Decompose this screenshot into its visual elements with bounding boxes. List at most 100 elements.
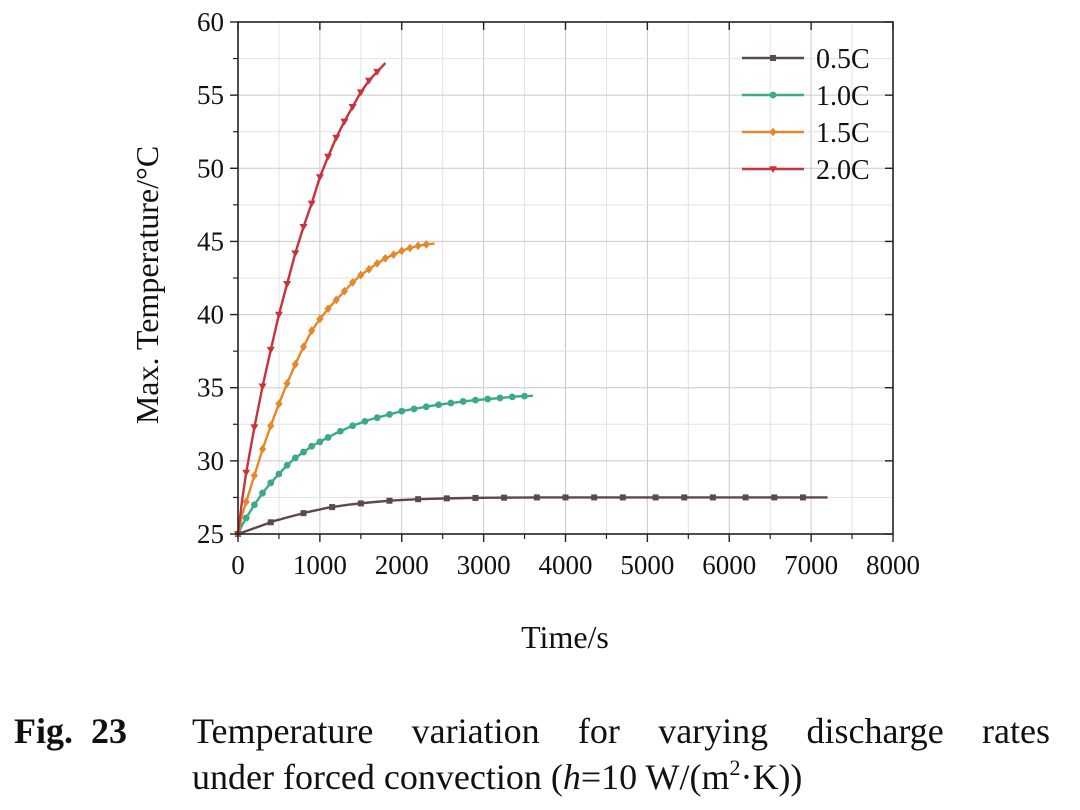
series-marker bbox=[291, 359, 299, 369]
series-marker bbox=[398, 246, 406, 256]
series-marker bbox=[300, 448, 307, 456]
series-marker bbox=[414, 241, 422, 251]
series-marker bbox=[242, 514, 250, 522]
series-marker bbox=[316, 314, 324, 324]
y-tick-label: 50 bbox=[197, 153, 224, 183]
series-marker bbox=[381, 253, 389, 263]
y-tick-label: 35 bbox=[197, 373, 224, 403]
series-marker bbox=[283, 281, 292, 288]
series-marker bbox=[799, 494, 806, 501]
series-marker bbox=[373, 258, 381, 268]
series-marker bbox=[329, 504, 336, 511]
series-marker bbox=[324, 434, 332, 441]
y-tick-label: 30 bbox=[197, 446, 224, 476]
series-marker bbox=[283, 378, 291, 388]
caption-fig: Fig. bbox=[14, 711, 73, 751]
legend: 0.5C 1.0C 1.5C 2.0C bbox=[742, 44, 870, 186]
series-marker bbox=[250, 424, 259, 432]
legend-item: 1.0C bbox=[742, 81, 870, 112]
series-marker bbox=[340, 286, 349, 296]
caption-line-1: Temperature variation for varying discha… bbox=[192, 711, 1050, 751]
x-tick-label: 6000 bbox=[702, 550, 756, 580]
series-marker bbox=[324, 304, 332, 314]
y-tick-label: 40 bbox=[197, 300, 224, 330]
series-marker bbox=[373, 68, 382, 76]
series-marker bbox=[283, 461, 291, 469]
series-marker bbox=[250, 501, 258, 509]
x-tick-label: 0 bbox=[231, 550, 245, 580]
axes: 0 1000 2000 3000 4000 5000 6000 7000 8000 25 30 35 4… bbox=[197, 7, 920, 580]
series-line bbox=[236, 62, 387, 535]
caption-line-2: under forced convection (h=10 W/(m2·K)) bbox=[192, 754, 802, 800]
series-marker bbox=[484, 395, 492, 403]
series-marker bbox=[357, 500, 364, 507]
series-marker bbox=[340, 118, 349, 126]
series-marker bbox=[443, 495, 450, 502]
series-marker bbox=[386, 497, 393, 504]
legend-item: 1.5C bbox=[742, 118, 870, 149]
series-marker bbox=[349, 422, 357, 430]
series-marker bbox=[769, 166, 777, 173]
caption-mid: =10 W/(m bbox=[580, 757, 730, 797]
series-marker bbox=[770, 55, 776, 61]
series-2-0C bbox=[234, 62, 387, 538]
series-marker bbox=[501, 494, 508, 501]
series-marker bbox=[562, 494, 569, 501]
y-tick-label: 45 bbox=[197, 226, 224, 256]
series-marker bbox=[742, 494, 749, 501]
series-marker bbox=[291, 250, 300, 258]
series-marker bbox=[398, 407, 406, 415]
chart: 0 1000 2000 3000 4000 5000 6000 7000 8000 25 30 35 4… bbox=[129, 7, 920, 655]
legend-label: 0.5C bbox=[816, 44, 870, 75]
caption-label: Fig. 23 bbox=[14, 708, 127, 754]
series-marker bbox=[349, 277, 357, 287]
caption-sup: 2 bbox=[729, 755, 741, 780]
x-tick-label: 3000 bbox=[457, 550, 511, 580]
legend-label: 1.5C bbox=[816, 118, 870, 149]
series-marker bbox=[267, 519, 274, 526]
series-marker bbox=[332, 134, 341, 142]
legend-label: 2.0C bbox=[816, 155, 870, 186]
series-marker bbox=[258, 444, 267, 454]
series-marker bbox=[410, 405, 418, 413]
series-marker bbox=[275, 399, 283, 409]
y-axis-label: Max. Temperature/°C bbox=[129, 146, 165, 424]
series-marker bbox=[652, 494, 659, 501]
series-marker bbox=[274, 311, 283, 319]
x-tick-label: 5000 bbox=[620, 550, 674, 580]
series-marker bbox=[422, 403, 430, 411]
series-marker bbox=[619, 494, 626, 501]
series-marker bbox=[533, 494, 540, 501]
series-marker bbox=[258, 383, 267, 391]
series-marker bbox=[406, 243, 414, 253]
series-marker bbox=[591, 494, 598, 501]
series-marker bbox=[365, 264, 373, 274]
y-tick-label: 55 bbox=[197, 80, 224, 110]
series-marker bbox=[361, 417, 369, 425]
series-marker bbox=[316, 438, 324, 446]
series-marker bbox=[365, 77, 373, 85]
series-marker bbox=[508, 393, 516, 401]
series-marker bbox=[386, 411, 393, 418]
x-tick-label: 4000 bbox=[539, 550, 593, 580]
series-marker bbox=[242, 469, 251, 477]
series-marker bbox=[459, 398, 467, 405]
series-layer bbox=[234, 62, 828, 539]
caption-number: 23 bbox=[91, 711, 127, 751]
series-marker bbox=[356, 89, 365, 97]
series-marker bbox=[267, 479, 275, 487]
series-marker bbox=[250, 471, 258, 480]
series-marker bbox=[422, 239, 430, 249]
caption-h: h bbox=[562, 757, 581, 797]
x-axis-label: Time/s bbox=[521, 619, 609, 655]
series-marker bbox=[496, 394, 504, 402]
series-marker bbox=[447, 399, 455, 407]
series-marker bbox=[259, 489, 266, 497]
series-marker bbox=[336, 427, 344, 435]
series-marker bbox=[373, 414, 381, 422]
series-marker bbox=[300, 510, 307, 517]
series-marker bbox=[348, 104, 357, 111]
series-marker bbox=[275, 470, 283, 478]
x-tick-label: 7000 bbox=[784, 550, 838, 580]
series-marker bbox=[267, 421, 275, 431]
